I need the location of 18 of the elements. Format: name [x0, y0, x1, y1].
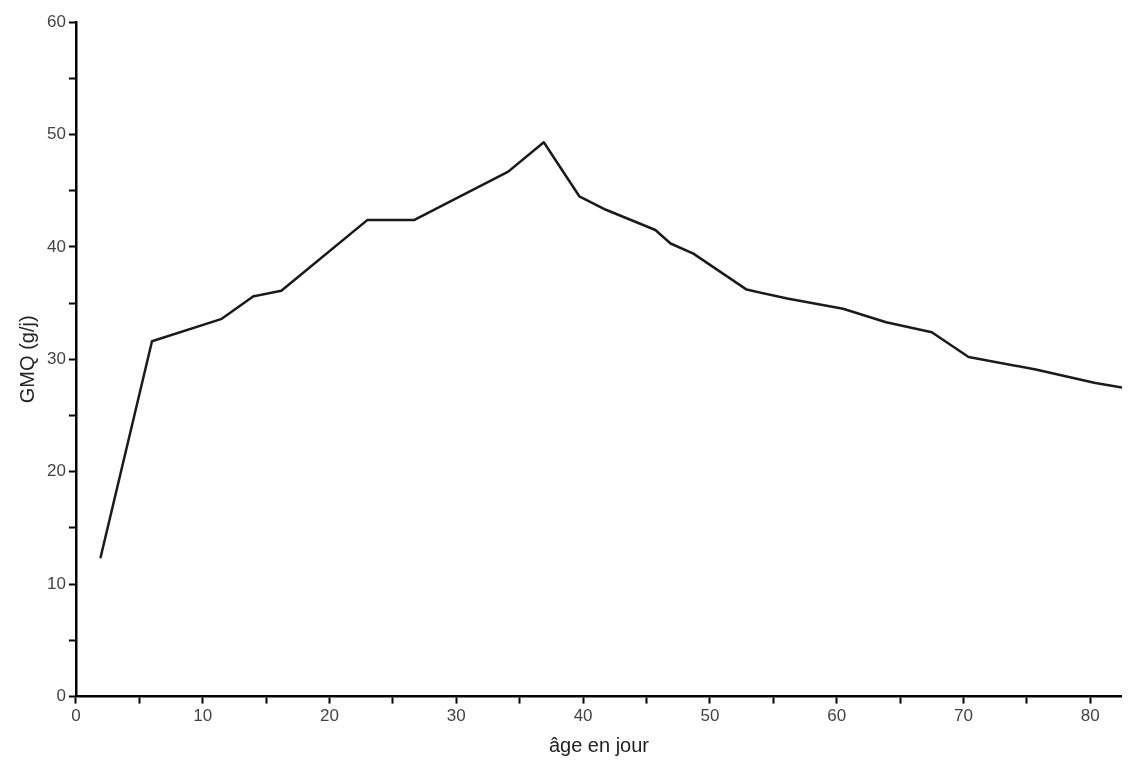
y-axis-title: GMQ (g/j) [15, 315, 38, 404]
x-tick-label: 0 [71, 706, 81, 726]
x-tick-label: 20 [320, 706, 339, 726]
y-tick-label: 30 [46, 348, 66, 368]
y-tick-label: 50 [46, 124, 66, 144]
y-tick-label: 20 [46, 461, 66, 481]
x-tick-label: 80 [1080, 706, 1100, 726]
x-tick-label: 60 [827, 706, 847, 726]
x-tick-label: 70 [954, 706, 973, 726]
y-tick-label: 0 [56, 686, 66, 706]
y-tick-label: 60 [46, 11, 66, 31]
x-tick-label: 30 [446, 706, 466, 726]
y-tick-label: 40 [46, 236, 66, 256]
y-tick-label: 10 [46, 573, 66, 593]
x-tick-label: 50 [700, 706, 720, 726]
x-axis-title: âge en jour [548, 733, 650, 756]
x-tick-label: 10 [193, 706, 213, 726]
x-tick-label: 40 [573, 706, 593, 726]
